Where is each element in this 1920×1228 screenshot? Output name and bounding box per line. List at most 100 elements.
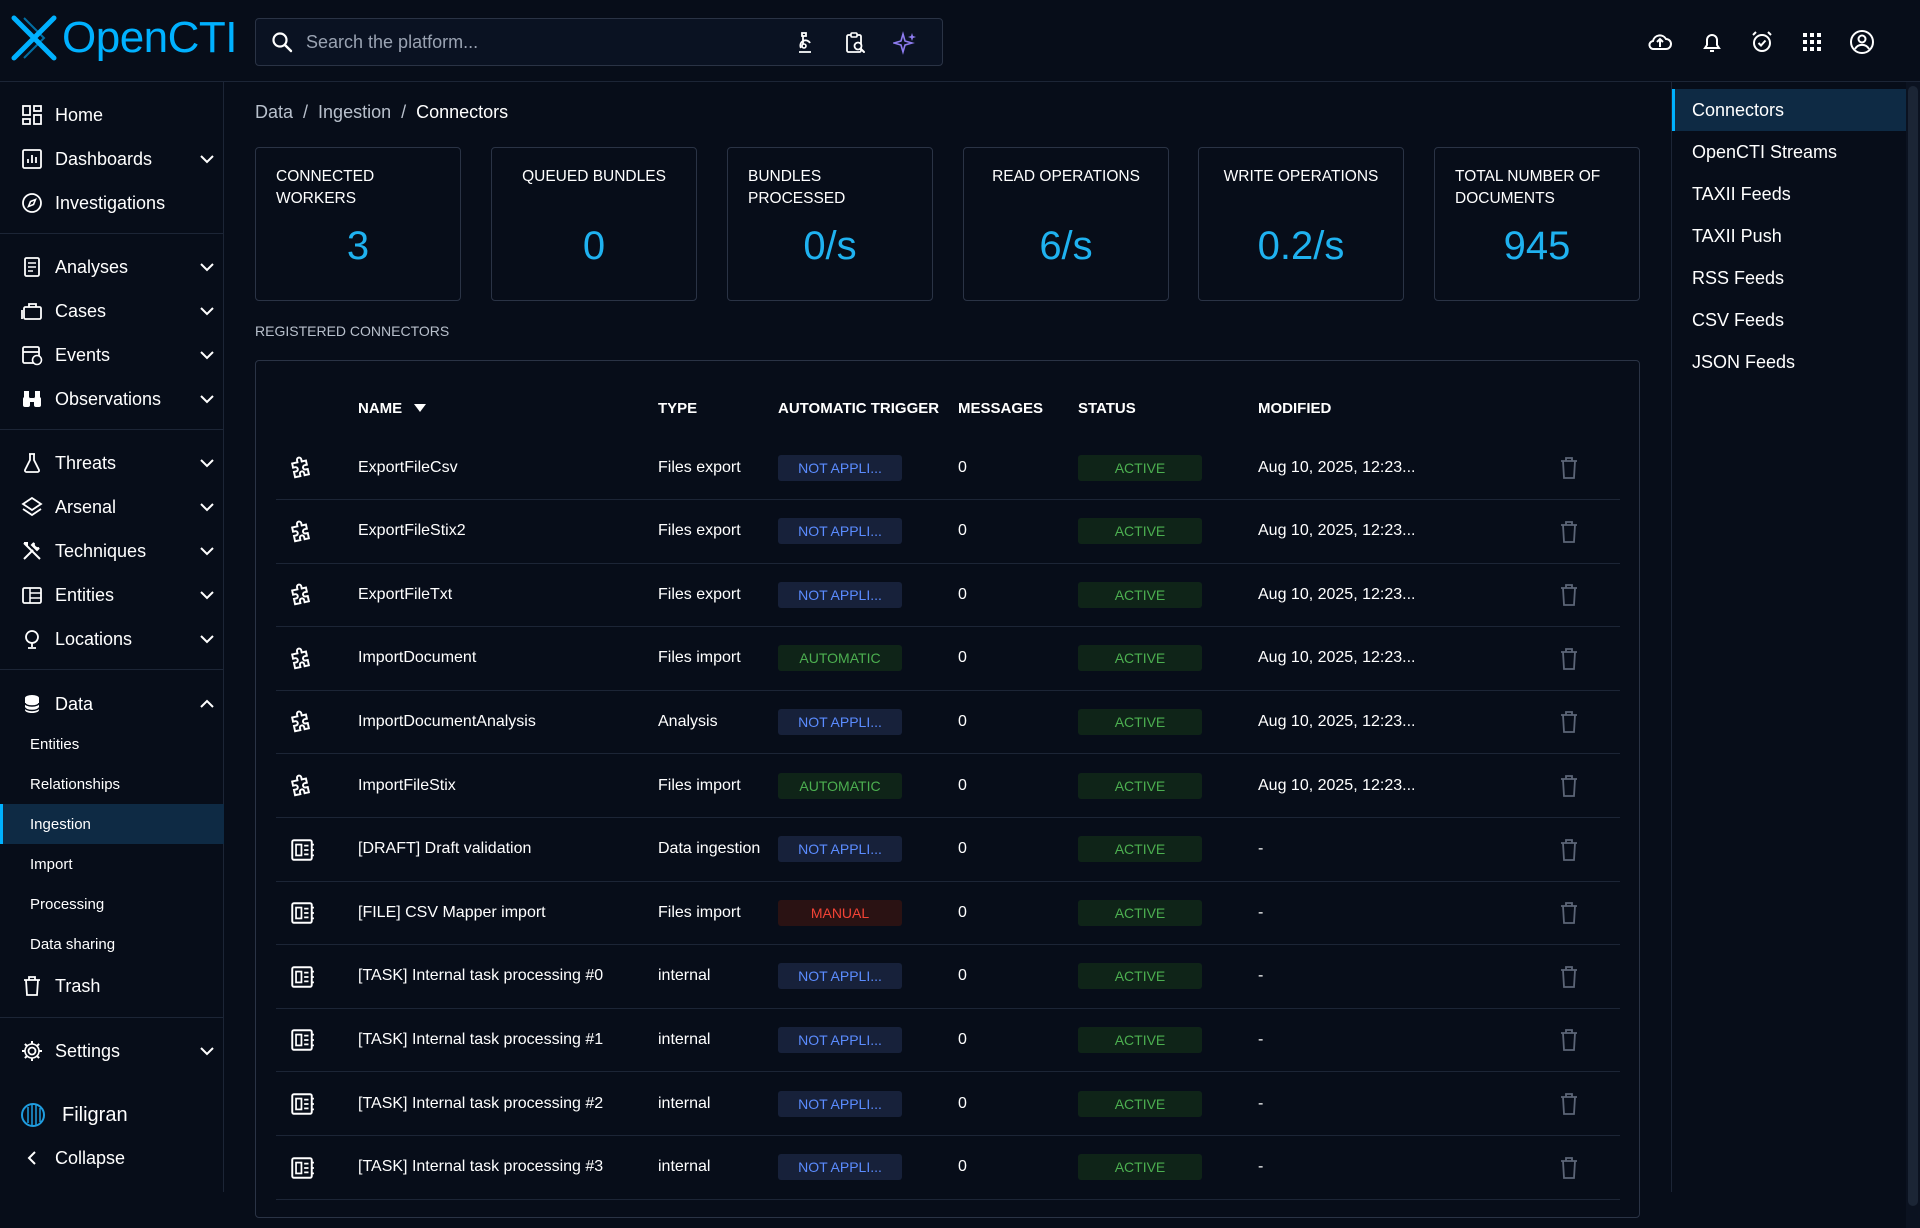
nav-home[interactable]: Home	[0, 93, 224, 137]
search-bar[interactable]	[255, 18, 943, 66]
delete-icon[interactable]	[1558, 583, 1580, 607]
right-nav-taxii-feeds[interactable]: TAXII Feeds	[1672, 173, 1907, 215]
column-header-trigger[interactable]: Automatic trigger	[778, 400, 940, 417]
nav-observations[interactable]: Observations	[0, 377, 224, 421]
filigran-link[interactable]: Filigran	[0, 1093, 224, 1137]
right-nav-rss-feeds[interactable]: RSS Feeds	[1672, 257, 1907, 299]
nav-locations[interactable]: Locations	[0, 617, 224, 661]
chevron-down-icon	[200, 155, 214, 164]
puzzle-icon	[291, 583, 311, 606]
delete-icon[interactable]	[1558, 838, 1580, 862]
table-row[interactable]: [TASK] Internal task processing #2 intern…	[276, 1072, 1620, 1136]
chevron-down-icon	[200, 1047, 214, 1056]
ai-sparkle-icon[interactable]	[893, 31, 917, 55]
opencti-logo-icon	[11, 15, 57, 61]
globe-pin-icon	[25, 630, 39, 649]
delete-icon[interactable]	[1558, 710, 1580, 734]
connector-name: ImportDocument	[358, 649, 477, 667]
nav-data-ingestion-label: Ingestion	[30, 815, 91, 833]
database-icon	[24, 695, 40, 713]
table-row[interactable]: ImportDocumentAnalysis Analysis NOT APPLI.…	[276, 690, 1620, 755]
right-nav-json-feeds[interactable]: JSON Feeds	[1672, 341, 1907, 383]
column-header-status[interactable]: Status	[1078, 400, 1136, 417]
nav-investigations[interactable]: Investigations	[0, 181, 224, 225]
opencti-logo[interactable]: OpenCTI	[10, 14, 238, 62]
nav-trash[interactable]: Trash	[0, 964, 224, 1008]
delete-icon[interactable]	[1558, 901, 1580, 925]
column-header-messages[interactable]: Messages	[958, 400, 1044, 417]
table-row[interactable]: ExportFileStix2 Files export NOT APPLI... 0…	[276, 500, 1620, 564]
nav-data-import[interactable]: Import	[0, 844, 224, 884]
table-row[interactable]: ExportFileCsv Files export NOT APPLI... 0 AC…	[276, 436, 1620, 500]
table-row[interactable]: [DRAFT] Draft validation Data ingestion NO…	[276, 818, 1620, 882]
delete-icon[interactable]	[1558, 965, 1580, 989]
nav-arsenal[interactable]: Arsenal	[0, 485, 224, 529]
stat-label: Read operations	[992, 168, 1140, 185]
stat-label: Write operations	[1223, 168, 1379, 185]
alarm-check-icon[interactable]	[1749, 29, 1775, 55]
nav-entities[interactable]: Entities	[0, 573, 224, 617]
delete-icon[interactable]	[1558, 456, 1580, 480]
right-nav-opencti-streams[interactable]: OpenCTI Streams	[1672, 131, 1907, 173]
connector-messages: 0	[958, 840, 967, 858]
nav-cases[interactable]: Cases	[0, 289, 224, 333]
delete-icon[interactable]	[1558, 1092, 1580, 1116]
table-row[interactable]: ImportFileStix Files import AUTOMATIC 0 ACTI…	[276, 754, 1620, 818]
right-nav-connectors[interactable]: Connectors	[1672, 89, 1907, 131]
delete-icon[interactable]	[1558, 1028, 1580, 1052]
clipboard-search-icon[interactable]	[843, 31, 867, 55]
column-header-modified[interactable]: Modified	[1258, 400, 1332, 417]
status-badge: ACTIVE	[1078, 1026, 1202, 1053]
connector-modified: Aug 10, 2025, 12:23...	[1258, 712, 1416, 730]
puzzle-icon	[291, 456, 311, 479]
breadcrumb-data[interactable]: Data	[255, 102, 294, 122]
nav-data-entities[interactable]: Entities	[0, 724, 224, 764]
sort-desc-icon[interactable]	[413, 403, 427, 413]
cloud-upload-icon[interactable]	[1647, 29, 1673, 55]
connector-name: [TASK] Internal task processing #0	[358, 967, 604, 985]
delete-icon[interactable]	[1558, 1156, 1580, 1180]
delete-icon[interactable]	[1558, 520, 1580, 544]
nav-data[interactable]: Data	[0, 682, 224, 726]
microscope-icon[interactable]	[793, 31, 817, 55]
nav-data-ingestion[interactable]: Ingestion	[0, 804, 224, 844]
column-header-name[interactable]: Name	[358, 400, 403, 417]
breadcrumb-separator: /	[401, 102, 407, 122]
nav-dashboards[interactable]: Dashboards	[0, 137, 224, 181]
nav-analyses[interactable]: Analyses	[0, 245, 224, 289]
account-icon[interactable]	[1849, 29, 1875, 55]
apps-grid-icon[interactable]	[1799, 29, 1825, 55]
delete-icon[interactable]	[1558, 774, 1580, 798]
connector-modified: -	[1258, 967, 1264, 985]
table-row[interactable]: [TASK] Internal task processing #3 intern…	[276, 1136, 1620, 1200]
bell-icon[interactable]	[1699, 29, 1725, 55]
connector-type: Files import	[658, 776, 741, 794]
nav-events[interactable]: Events	[0, 333, 224, 377]
column-header-type[interactable]: Type	[658, 400, 698, 417]
nav-techniques[interactable]: Techniques	[0, 529, 224, 573]
table-row[interactable]: [TASK] Internal task processing #0 intern…	[276, 945, 1620, 1009]
stat-label: Queued bundles	[522, 168, 666, 185]
nav-data-sharing[interactable]: Data sharing	[0, 924, 224, 964]
delete-icon[interactable]	[1558, 647, 1580, 671]
nav-data-processing[interactable]: Processing	[0, 884, 224, 924]
nav-data-processing-label: Processing	[30, 895, 105, 913]
trash-icon	[24, 976, 40, 996]
scrollbar-thumb[interactable]	[1908, 86, 1918, 1206]
table-row[interactable]: ImportDocument Files import AUTOMATIC 0 ACTI…	[276, 627, 1620, 691]
breadcrumb-ingestion[interactable]: Ingestion	[318, 102, 392, 122]
collapse-button[interactable]: Collapse	[0, 1136, 224, 1180]
connector-type: internal	[658, 1158, 711, 1176]
nav-entities-label: Entities	[55, 584, 115, 605]
trigger-badge: AUTOMATIC	[778, 645, 902, 672]
right-nav-taxii-push[interactable]: TAXII Push	[1672, 215, 1907, 257]
table-row[interactable]: ExportFileTxt Files export NOT APPLI... 0 AC…	[276, 563, 1620, 628]
table-row[interactable]: [FILE] CSV Mapper import Files import MANU…	[276, 881, 1620, 946]
nav-data-relationships[interactable]: Relationships	[0, 764, 224, 804]
nav-threats[interactable]: Threats	[0, 441, 224, 485]
right-nav-csv-feeds[interactable]: CSV Feeds	[1672, 299, 1907, 341]
nav-settings[interactable]: Settings	[0, 1029, 224, 1073]
table-row[interactable]: [TASK] Internal task processing #1 intern…	[276, 1008, 1620, 1073]
chevron-down-icon	[200, 591, 214, 600]
search-input[interactable]	[306, 31, 776, 53]
